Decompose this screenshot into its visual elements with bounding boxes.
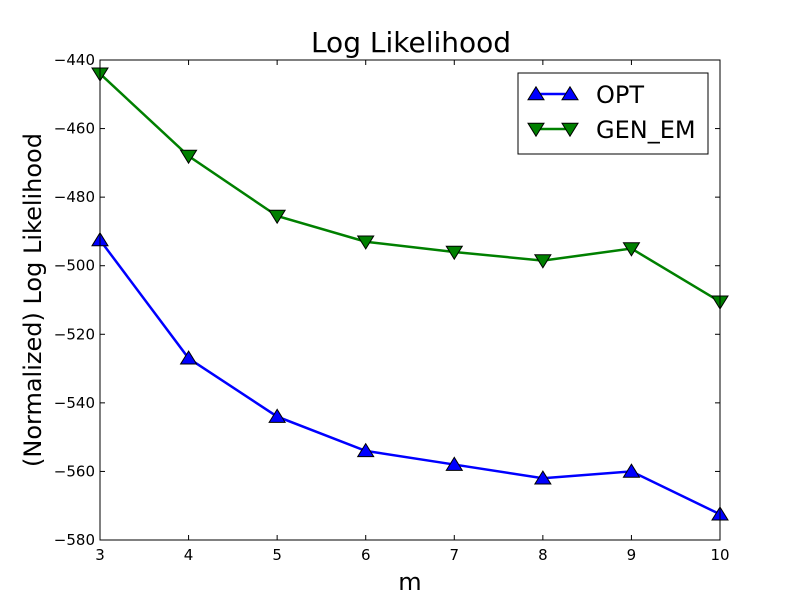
y-tick-label: −520 [54, 325, 95, 343]
data-point-gen-em [356, 235, 375, 250]
plot-frame [99, 59, 721, 541]
data-point-gen-em [622, 242, 641, 257]
legend: OPT GEN_EM [517, 72, 709, 155]
y-tick-label: −560 [54, 462, 95, 480]
x-axis-label: m [398, 568, 421, 596]
y-tick-label: −540 [54, 394, 95, 412]
legend-marker-opt [561, 85, 579, 101]
data-point-opt [268, 408, 287, 423]
x-tick-label: 6 [361, 546, 371, 564]
y-axis-label: (Normalized) Log Likelihood [19, 133, 47, 467]
data-point-opt [533, 470, 552, 485]
chart-title: Log Likelihood [311, 26, 511, 59]
series-line-gen-em [99, 72, 721, 303]
x-tick-label: 4 [184, 546, 194, 564]
legend-box [517, 72, 709, 155]
legend-marker-gen-em [527, 122, 545, 138]
y-tick-label: −500 [54, 257, 95, 275]
x-tick-label: 7 [450, 546, 460, 564]
x-tick-label: 9 [627, 546, 637, 564]
data-point-gen-em [268, 209, 287, 225]
data-point-opt [356, 442, 375, 458]
data-point-opt [622, 463, 641, 478]
legend-label-opt: OPT [596, 81, 644, 109]
y-tick-label: −440 [54, 51, 95, 69]
x-tick-label: 3 [95, 546, 105, 564]
series-group [91, 67, 729, 521]
series-line-opt [98, 239, 721, 516]
y-tick-label: −460 [54, 120, 95, 138]
data-point-opt [445, 456, 464, 471]
x-tick-label: 8 [538, 546, 548, 564]
x-tick-label: 5 [272, 546, 282, 564]
y-tick-label: −580 [54, 531, 95, 549]
x-tick-label: 10 [710, 546, 729, 564]
y-tick-label: −480 [54, 188, 95, 206]
data-point-gen-em [179, 149, 198, 165]
data-point-gen-em [533, 254, 552, 269]
data-point-opt [179, 350, 198, 365]
legend-marker-gen-em [561, 122, 579, 138]
axis-ticks: 3 4 5 6 7 8 9 10 −440 −460 −480 −500 −520 −540 −560 −58… [54, 51, 730, 564]
legend-label-gen-em: GEN_EM [596, 116, 696, 144]
data-point-gen-em [445, 245, 464, 261]
legend-marker-opt [527, 85, 545, 101]
